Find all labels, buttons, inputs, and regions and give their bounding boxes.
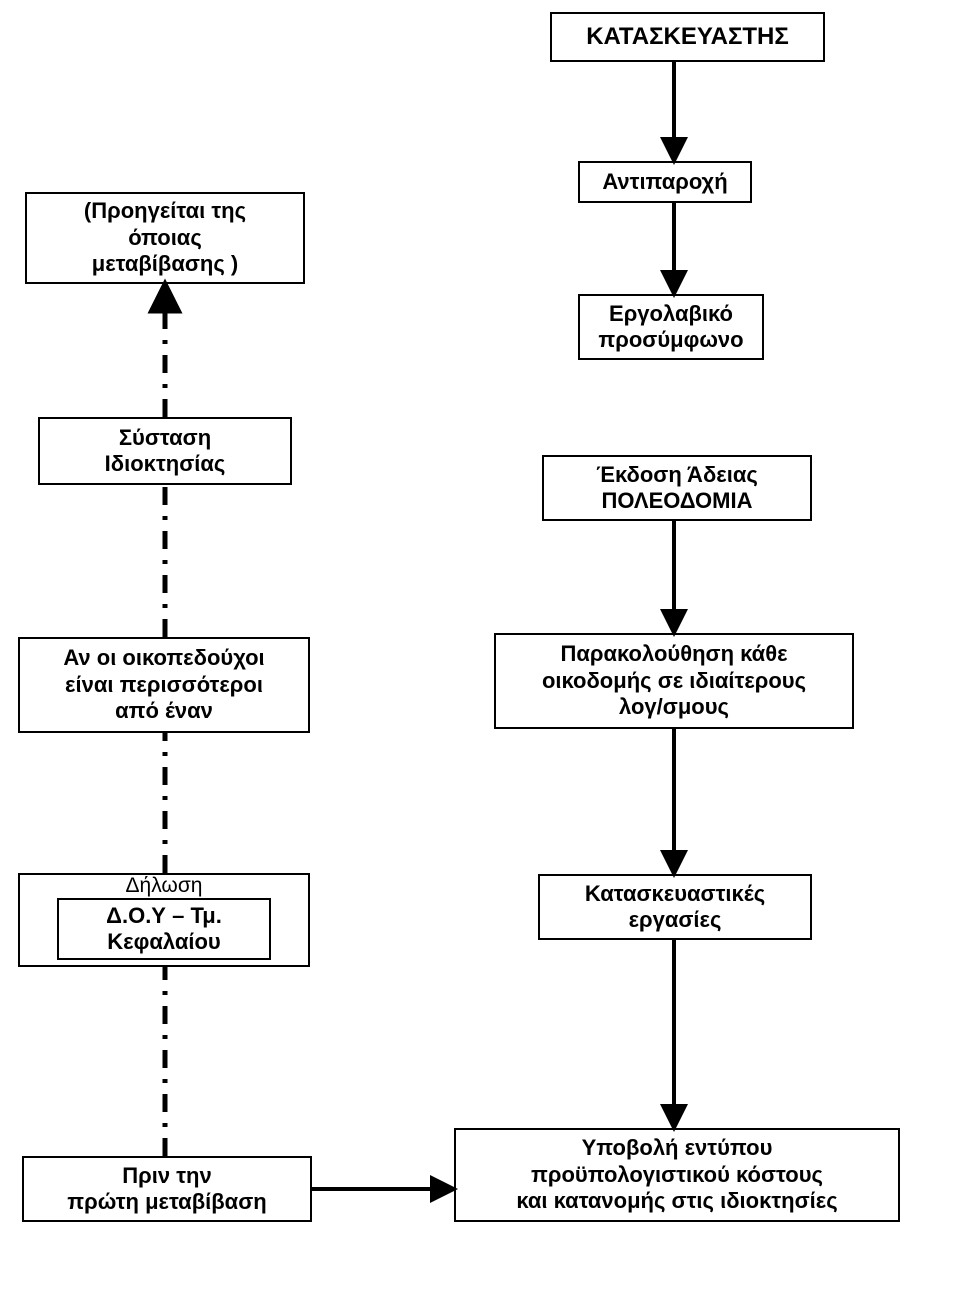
node-dilosi-inner: Δ.Ο.Υ – Τμ. Κεφαλαίου <box>57 898 271 960</box>
node-antiparoxi: Αντιπαροχή <box>578 161 752 203</box>
node-kataskeuastis: ΚΑΤΑΣΚΕΥΑΣΤΗΣ <box>550 12 825 62</box>
node-line: Εργολαβικό <box>609 301 733 327</box>
node-systasi: Σύσταση Ιδιοκτησίας <box>38 417 292 485</box>
node-line: οικοδομής σε ιδιαίτερους <box>542 668 806 694</box>
node-prin-metavivasi: Πριν την πρώτη μεταβίβαση <box>22 1156 312 1222</box>
node-proigeitai: (Προηγείται της όποιας μεταβίβασης ) <box>25 192 305 284</box>
node-ergolaviko: Εργολαβικό προσύμφωνο <box>578 294 764 360</box>
node-line: Κεφαλαίου <box>107 929 220 955</box>
node-parakolouthisi: Παρακολούθηση κάθε οικοδομής σε ιδιαίτερ… <box>494 633 854 729</box>
node-line: είναι περισσότεροι <box>65 672 263 698</box>
node-ypovoli: Υποβολή εντύπου προϋπολογιστικού κόστους… <box>454 1128 900 1222</box>
node-line: (Προηγείται της <box>84 198 246 224</box>
node-line: εργασίες <box>629 907 722 933</box>
node-line: προϋπολογιστικού κόστους <box>531 1162 823 1188</box>
node-line: όποιας <box>128 225 202 251</box>
node-line: Υποβολή εντύπου <box>582 1135 773 1161</box>
node-line: λογ/σμους <box>619 694 729 720</box>
node-line: Αν οι οικοπεδούχοι <box>63 645 264 671</box>
node-header: Δήλωση <box>126 873 203 898</box>
node-dilosi: Δήλωση Δ.Ο.Υ – Τμ. Κεφαλαίου <box>18 873 310 967</box>
node-line: προσύμφωνο <box>598 327 743 353</box>
node-line: Ιδιοκτησίας <box>105 451 226 477</box>
node-line: πρώτη μεταβίβαση <box>67 1189 266 1215</box>
node-an-oikopedouxoi: Αν οι οικοπεδούχοι είναι περισσότεροι απ… <box>18 637 310 733</box>
node-line: από έναν <box>115 698 213 724</box>
node-ekdosi-adeias: Έκδοση Άδειας ΠΟΛΕΟΔΟΜΙΑ <box>542 455 812 521</box>
node-line: Κατασκευαστικές <box>585 881 765 907</box>
node-line: Σύσταση <box>119 425 211 451</box>
node-line: Έκδοση Άδειας <box>596 462 758 488</box>
node-line: Δ.Ο.Υ – Τμ. <box>106 903 222 929</box>
node-line: μεταβίβασης ) <box>92 251 239 277</box>
node-line: και κατανομής στις ιδιοκτησίες <box>516 1188 837 1214</box>
node-line: Παρακολούθηση κάθε <box>560 641 787 667</box>
node-line: Πριν την <box>122 1163 211 1189</box>
node-kataskeuastikes: Κατασκευαστικές εργασίες <box>538 874 812 940</box>
node-line: ΠΟΛΕΟΔΟΜΙΑ <box>602 488 753 514</box>
node-label: Αντιπαροχή <box>602 169 727 195</box>
node-label: ΚΑΤΑΣΚΕΥΑΣΤΗΣ <box>586 23 789 52</box>
